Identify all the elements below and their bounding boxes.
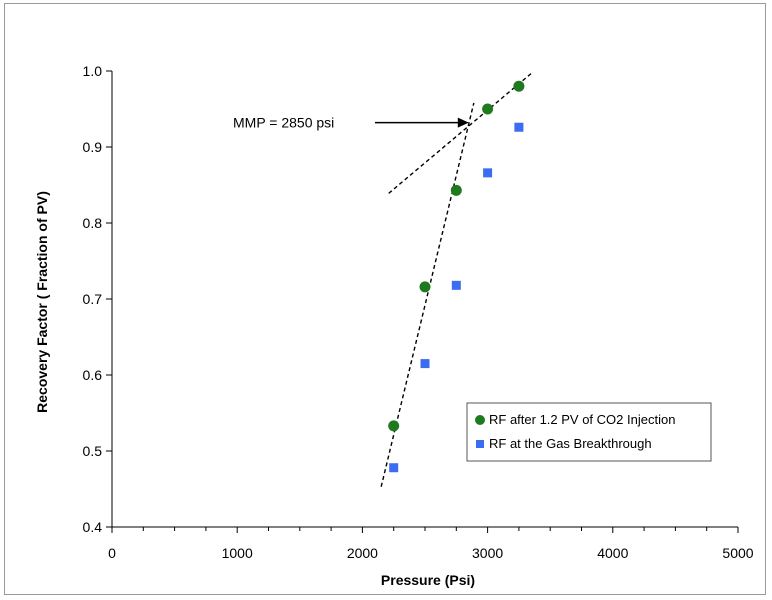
chart-svg: 0.4 0.5 0.6 0.7 0.8 0.9 1.0 0 1000 2000 3000 4000 50… (34, 63, 754, 588)
legend: RF after 1.2 PV of CO2 Injection RF at t… (466, 402, 712, 462)
point-rf-gas-breakthrough (389, 463, 399, 473)
y-tick-label: 0.9 (83, 139, 103, 155)
point-rf-co2-injection (513, 80, 525, 92)
data-points (388, 80, 525, 473)
y-tick-label: 0.5 (83, 443, 103, 459)
mmp-annotation-label: MMP = 2850 psi (233, 115, 334, 131)
mmp-annotation: MMP = 2850 psi (233, 115, 469, 131)
x-tick-label: 0 (108, 545, 116, 561)
point-rf-co2-injection (419, 281, 431, 293)
axes: 0.4 0.5 0.6 0.7 0.8 0.9 1.0 0 1000 2000 3000 4000 50… (83, 63, 754, 561)
point-rf-co2-injection (482, 103, 494, 115)
y-tick-label: 0.7 (83, 291, 103, 307)
x-tick-label: 2000 (347, 545, 378, 561)
y-tick-label: 0.4 (83, 519, 103, 535)
mmp-annotation-arrowhead (457, 117, 469, 128)
y-tick-label: 0.8 (83, 215, 103, 231)
point-rf-gas-breakthrough (420, 359, 430, 369)
legend-label-co2-injection: RF after 1.2 PV of CO2 Injection (489, 412, 675, 427)
point-rf-co2-injection (450, 184, 462, 196)
point-rf-gas-breakthrough (451, 280, 461, 290)
point-rf-gas-breakthrough (514, 122, 524, 132)
x-axis-title: Pressure (Psi) (381, 572, 475, 588)
x-tick-label: 1000 (222, 545, 253, 561)
trend-line-2 (388, 72, 532, 194)
legend-box (466, 402, 712, 462)
y-tick-label: 0.6 (83, 367, 103, 383)
chart-frame: 0.4 0.5 0.6 0.7 0.8 0.9 1.0 0 1000 2000 3000 4000 50… (4, 3, 766, 595)
x-tick-label: 5000 (722, 545, 753, 561)
legend-marker-blue-square (476, 440, 484, 448)
point-rf-co2-injection (388, 420, 400, 432)
legend-marker-green-circle (475, 415, 485, 425)
y-tick-label: 1.0 (83, 63, 103, 79)
x-tick-label: 3000 (472, 545, 503, 561)
y-axis-title: Recovery Factor ( Fraction of PV) (34, 191, 50, 413)
point-rf-gas-breakthrough (483, 168, 493, 178)
x-tick-label: 4000 (597, 545, 628, 561)
legend-label-gas-breakthrough: RF at the Gas Breakthrough (489, 436, 652, 451)
